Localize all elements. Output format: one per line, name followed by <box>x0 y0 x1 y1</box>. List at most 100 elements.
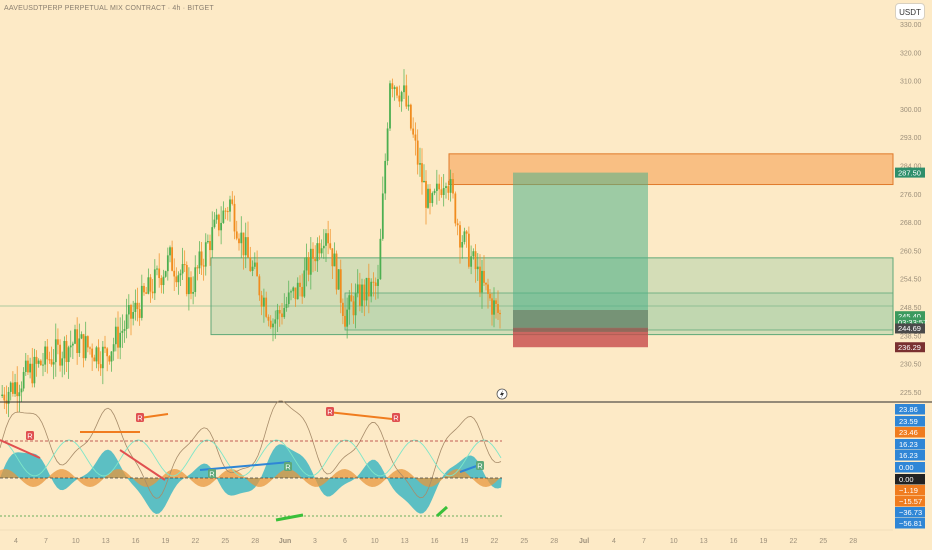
candle-body <box>1 394 4 396</box>
candle-body <box>192 292 195 294</box>
regular-divergence-marker <box>476 461 484 470</box>
candle-body <box>86 336 89 348</box>
candle-body <box>409 104 412 129</box>
candle-body <box>433 190 436 194</box>
osc-tag-text: 16.23 <box>899 451 918 460</box>
time-axis-label: 19 <box>461 538 469 545</box>
time-axis-label: 10 <box>670 538 678 545</box>
candle-body <box>459 225 461 248</box>
time-axis-label: 16 <box>132 538 140 545</box>
candle-body <box>18 392 21 397</box>
candle-body <box>314 258 317 262</box>
candle-body <box>78 338 81 354</box>
candle-body <box>125 314 128 330</box>
candle-body <box>290 291 292 293</box>
candle-body <box>341 302 344 316</box>
candle-body <box>39 360 42 366</box>
candle-body <box>497 304 499 313</box>
candle-body <box>329 243 332 249</box>
candle-body <box>104 346 106 349</box>
price-axis-label: 300.00 <box>900 107 922 114</box>
candle-body <box>370 281 373 297</box>
candle-body <box>379 238 382 280</box>
candle-body <box>140 285 143 318</box>
candle-body <box>93 357 96 362</box>
candle-body <box>209 241 211 251</box>
candle-body <box>119 332 122 348</box>
candle-body <box>61 358 64 366</box>
candle-body <box>69 345 72 348</box>
candle-body <box>305 257 308 271</box>
divergence-line <box>119 449 166 481</box>
candle-body <box>54 339 57 363</box>
candle-body <box>425 180 427 208</box>
time-axis-label: 7 <box>642 538 646 545</box>
candle-body <box>224 210 227 212</box>
candle-body <box>431 193 434 204</box>
candle-body <box>132 312 135 319</box>
candle-body <box>220 222 223 231</box>
candle-body <box>474 251 477 270</box>
candle-body <box>149 277 152 292</box>
candle-body <box>112 344 115 352</box>
candle-body <box>127 305 130 315</box>
osc-tag-text: −15.57 <box>899 497 922 506</box>
candle-body <box>50 359 53 365</box>
candle-body <box>283 307 286 318</box>
candle-body <box>285 304 288 308</box>
candle-body <box>274 319 277 324</box>
candle-body <box>287 292 290 305</box>
candle-body <box>114 326 117 345</box>
candle-body <box>213 219 216 228</box>
regular-divergence-marker <box>392 413 400 422</box>
time-axis-label: 7 <box>44 538 48 545</box>
candle-body <box>316 243 319 262</box>
regular-divergence-marker <box>136 413 144 422</box>
candle-body <box>256 262 258 277</box>
time-axis-label: 3 <box>313 538 317 545</box>
candle-body <box>238 238 240 244</box>
marker-letter: R <box>393 414 399 423</box>
candle-body <box>22 371 25 389</box>
marker-letter: R <box>327 408 333 417</box>
osc-tag-text: 23.46 <box>899 428 918 437</box>
price-tag-text: 236.29 <box>898 343 921 352</box>
price-tag-text: 244.69 <box>898 324 921 333</box>
candle-body <box>403 85 405 93</box>
divergence-line <box>435 505 449 518</box>
candle-body <box>389 83 391 129</box>
candle-body <box>63 340 66 359</box>
candle-body <box>247 237 249 258</box>
candle-body <box>110 351 113 362</box>
candle-body <box>46 346 49 360</box>
candle-body <box>495 300 497 305</box>
marker-letter: R <box>27 432 33 441</box>
candle-body <box>481 270 483 293</box>
candle-body <box>67 347 70 363</box>
candle-body <box>312 248 314 259</box>
candle-body <box>169 247 171 256</box>
candle-body <box>215 214 218 220</box>
candle-body <box>365 277 368 301</box>
candle-body <box>258 276 261 296</box>
time-axis-label: 16 <box>431 538 439 545</box>
candle-body <box>160 278 163 286</box>
regular-divergence-marker <box>26 431 34 440</box>
candle-body <box>400 92 403 102</box>
currency-button[interactable]: USDT <box>895 3 925 20</box>
candle-body <box>217 214 220 231</box>
osc-tag-text: −1.19 <box>899 486 918 495</box>
candle-body <box>414 134 417 141</box>
osc-tag <box>895 427 925 438</box>
candle-body <box>134 302 137 313</box>
time-axis-label: 19 <box>760 538 768 545</box>
candle-body <box>299 282 301 287</box>
divergence-line <box>0 439 41 459</box>
candle-body <box>206 241 209 243</box>
price-tag <box>895 323 925 334</box>
candle-body <box>372 281 375 283</box>
candle-body <box>335 253 338 290</box>
time-axis-label: Jun <box>279 538 291 545</box>
